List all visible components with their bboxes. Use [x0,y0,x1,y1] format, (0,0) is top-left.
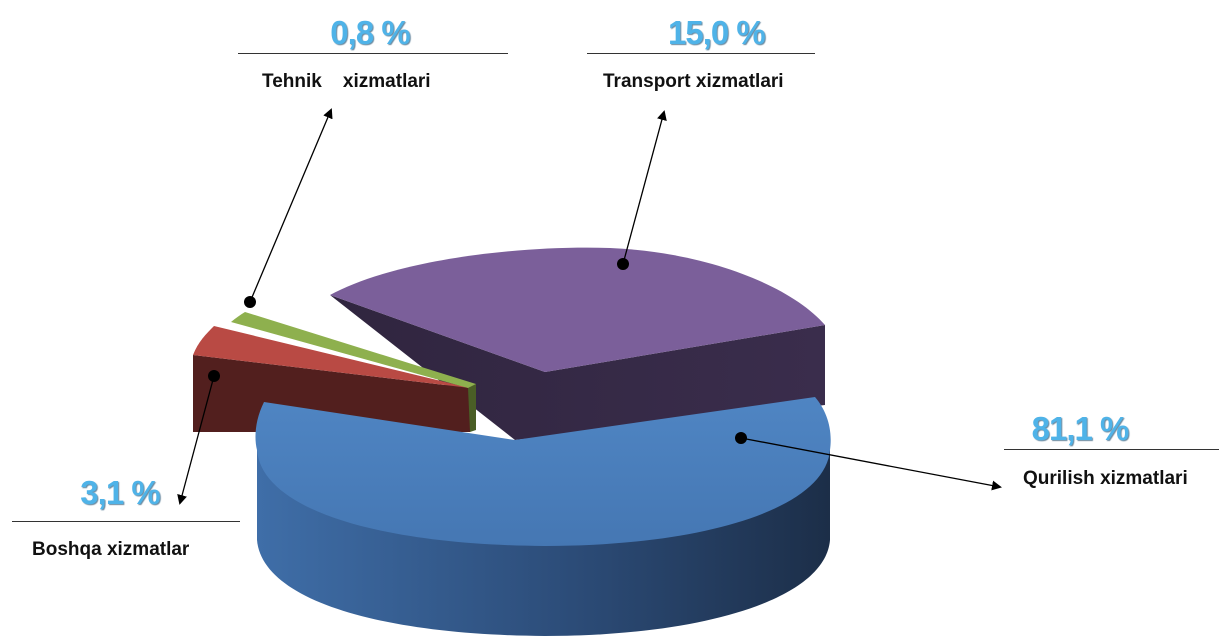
category-label-tehnik: Tehnik xizmatlari [262,71,431,92]
leader-transport [617,110,667,270]
leader-qurilish [735,432,1002,491]
leader-tehnik [244,108,333,308]
label-rule-qurilish [1004,449,1219,450]
label-rule-transport [587,53,815,54]
value-label-transport: 15,0 % [668,14,766,51]
slice-qurilish-top [255,397,831,546]
value-label-boshqa: 3,1 % [80,474,160,511]
slice-boshqa-top [193,326,470,388]
slice-tehnik-side [468,384,476,432]
leader-dot-tehnik [244,296,256,308]
slice-qurilish [255,397,831,636]
value-label-qurilish: 81,1 % [1031,410,1130,447]
category-label-boshqa: Boshqa xizmatlar [32,539,190,560]
leader-dot-boshqa [208,370,220,382]
leader-dot-transport [617,258,629,270]
leader-dot-qurilish [735,432,747,444]
slice-tehnik [231,312,476,432]
category-label-transport: Transport xizmatlari [603,71,784,92]
slice-transport [330,247,825,440]
label-rule-boshqa [12,521,240,522]
label-rule-tehnik [238,53,508,54]
category-label-qurilish: Qurilish xizmatlari [1023,468,1188,489]
value-label-tehnik: 0,8 % [330,14,410,51]
leader-boshqa [177,370,220,505]
slice-transport-side [330,295,825,440]
slice-tehnik-top [231,312,476,388]
slice-transport-top [330,247,825,372]
